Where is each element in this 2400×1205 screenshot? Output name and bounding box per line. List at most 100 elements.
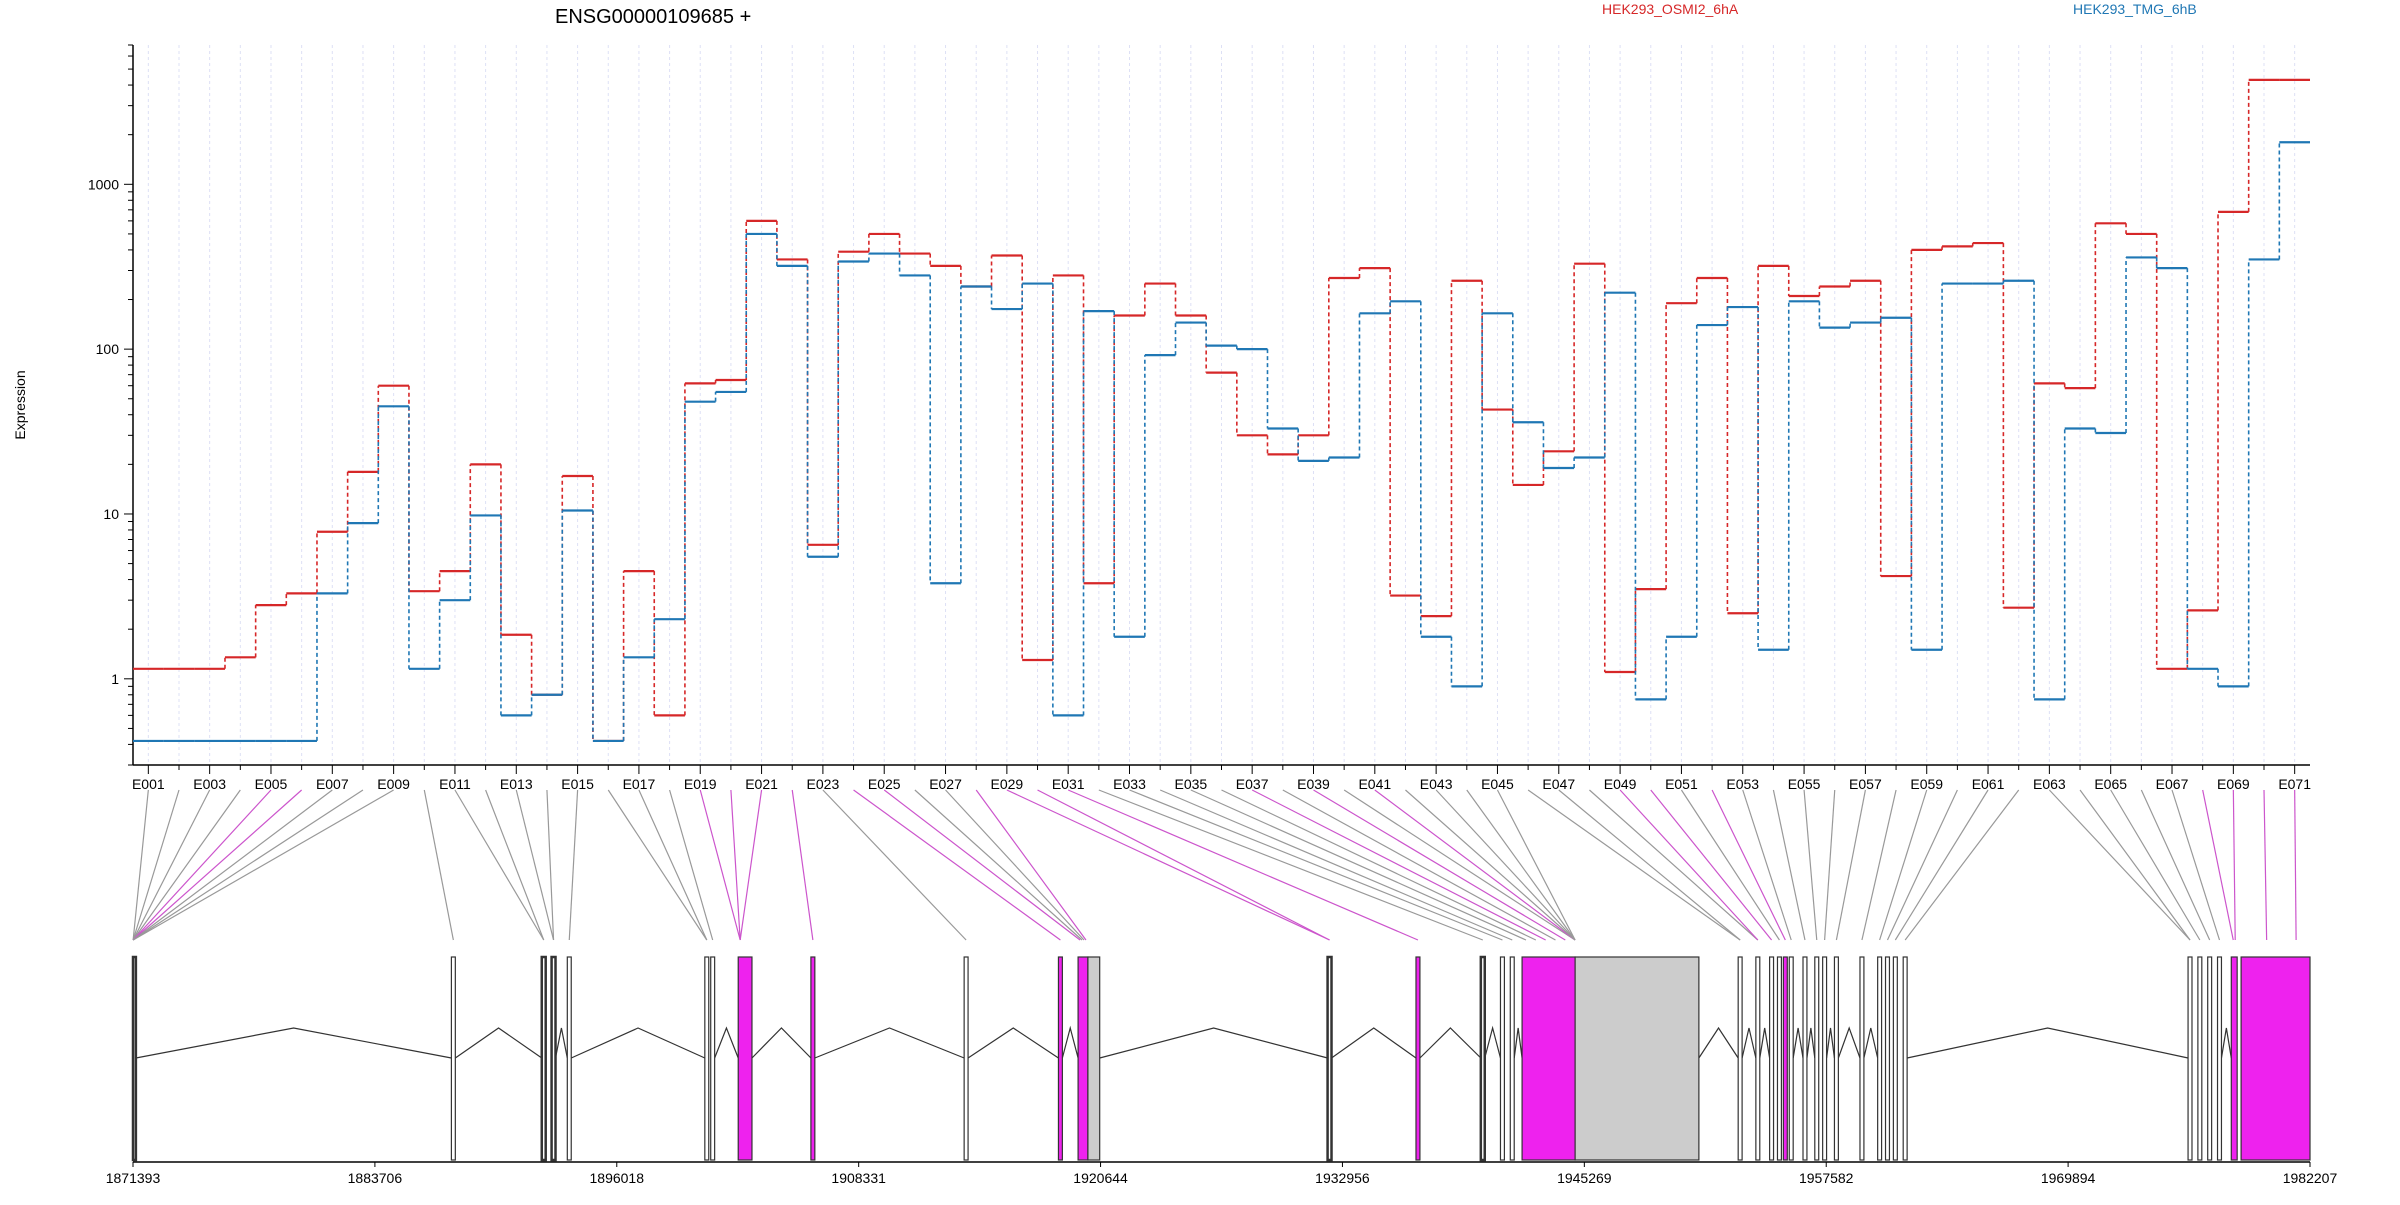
mapping-line (853, 789, 1061, 941)
y-axis: 1 10 100 1000 (88, 44, 134, 766)
x-tick-label-e039: E039 (1297, 776, 1330, 792)
bin-gridlines (147, 45, 2296, 765)
coord-tick-label: 1957582 (1799, 1170, 1854, 1186)
mapping-line (1343, 789, 1576, 941)
exon-block (1521, 956, 1576, 1161)
exon-block (704, 956, 710, 1161)
exon-block (450, 956, 456, 1161)
x-tick-label-e015: E015 (561, 776, 594, 792)
mapping-line (546, 789, 555, 941)
exon-block (1057, 956, 1063, 1161)
x-tick-label-e025: E025 (868, 776, 901, 792)
exon-block (540, 955, 547, 1162)
y-axis-label: Expression (12, 370, 28, 439)
mapping-line (1405, 789, 1576, 941)
coord-tick-label: 1945269 (1557, 1170, 1612, 1186)
mapping-line (2110, 789, 2201, 941)
intron-connector (1698, 1026, 1739, 1059)
intron-connector (1907, 1027, 2189, 1059)
mapping-line (975, 789, 1087, 941)
y-tick-label: 100 (96, 341, 120, 357)
intron-connector (1741, 1027, 1757, 1059)
x-tick-label-e067: E067 (2156, 776, 2189, 792)
intron-connector (1099, 1027, 1328, 1059)
exon-block (1415, 956, 1421, 1161)
legend-label-tmg: HEK293_TMG_6hB (2073, 1, 2197, 17)
exon-block (1884, 956, 1891, 1161)
mapping-line (1824, 789, 1836, 941)
x-tick-label-e003: E003 (193, 776, 226, 792)
x-tick-label-e013: E013 (500, 776, 533, 792)
mapping-line (2171, 789, 2221, 941)
y-tick-label: 10 (103, 506, 119, 522)
coord-tick-label: 1969894 (2041, 1170, 2096, 1186)
exon-block (737, 956, 753, 1161)
x-tick-label-e007: E007 (316, 776, 349, 792)
mapping-line (1742, 789, 1792, 941)
mapping-line (1313, 789, 1566, 941)
mapping-line (2202, 789, 2234, 941)
x-tick-label-e053: E053 (1726, 776, 1759, 792)
exon-block (1859, 956, 1865, 1161)
exon-block (2197, 956, 2203, 1161)
mapping-line (1879, 789, 1928, 941)
mapping-line (132, 789, 333, 941)
gene-title: ENSG00000109685 + (555, 6, 751, 28)
mapping-line (1466, 789, 1576, 941)
mapping-line (1904, 789, 2020, 941)
gene-model-track (131, 955, 2311, 1162)
mapping-line (2232, 789, 2236, 941)
x-tick-label-e063: E063 (2033, 776, 2066, 792)
mapping-line (1190, 789, 1527, 941)
mapping-line (1650, 789, 1773, 941)
x-tick-label-e023: E023 (807, 776, 840, 792)
x-tick-label-e061: E061 (1972, 776, 2005, 792)
exon-block (1755, 956, 1761, 1161)
mapping-line (1711, 789, 1786, 941)
intron-connector (1792, 1027, 1804, 1059)
intron-connector (2220, 1027, 2232, 1059)
exon-block (1776, 956, 1782, 1161)
mapping-line (914, 789, 1083, 941)
x-tick-label-e071: E071 (2278, 776, 2311, 792)
mapping-line (132, 789, 394, 941)
exon-block (1737, 956, 1743, 1161)
intron-connector (1759, 1027, 1771, 1059)
x-tick-label-e029: E029 (991, 776, 1024, 792)
x-tick-label-e043: E043 (1420, 776, 1453, 792)
mapping-line (1067, 789, 1419, 941)
x-tick-label-e047: E047 (1542, 776, 1575, 792)
exon-block (2207, 956, 2213, 1161)
exon-block (1077, 956, 1089, 1161)
mapping-line (2140, 789, 2211, 941)
exon-block (1802, 956, 1808, 1161)
mapping-line (1558, 789, 1741, 941)
exon-block (2240, 956, 2311, 1161)
intron-connector (454, 1027, 543, 1059)
mapping-line (1772, 789, 1806, 941)
x-tick-label-e017: E017 (623, 776, 656, 792)
intron-connector (1419, 1027, 1482, 1059)
exon-block (1574, 956, 1700, 1161)
mapping-line (739, 789, 763, 941)
exon-block (1822, 956, 1828, 1161)
mapping-line (1803, 789, 1818, 941)
exon-block (2187, 956, 2193, 1161)
mapping-line (515, 789, 555, 941)
exon-block (1479, 955, 1487, 1162)
mapping-line (2048, 789, 2191, 941)
mapping-line (454, 789, 545, 941)
mapping-line (607, 789, 708, 941)
x-tick-label-e069: E069 (2217, 776, 2250, 792)
exon-block (1892, 956, 1898, 1161)
mapping-line (1861, 789, 1897, 941)
mapping-line (1835, 789, 1866, 941)
x-tick-label-e005: E005 (255, 776, 288, 792)
mapping-line (1098, 789, 1484, 941)
mapping-line (132, 789, 272, 941)
series-osmi2 (133, 78, 2310, 743)
exon-block (1499, 956, 1505, 1161)
